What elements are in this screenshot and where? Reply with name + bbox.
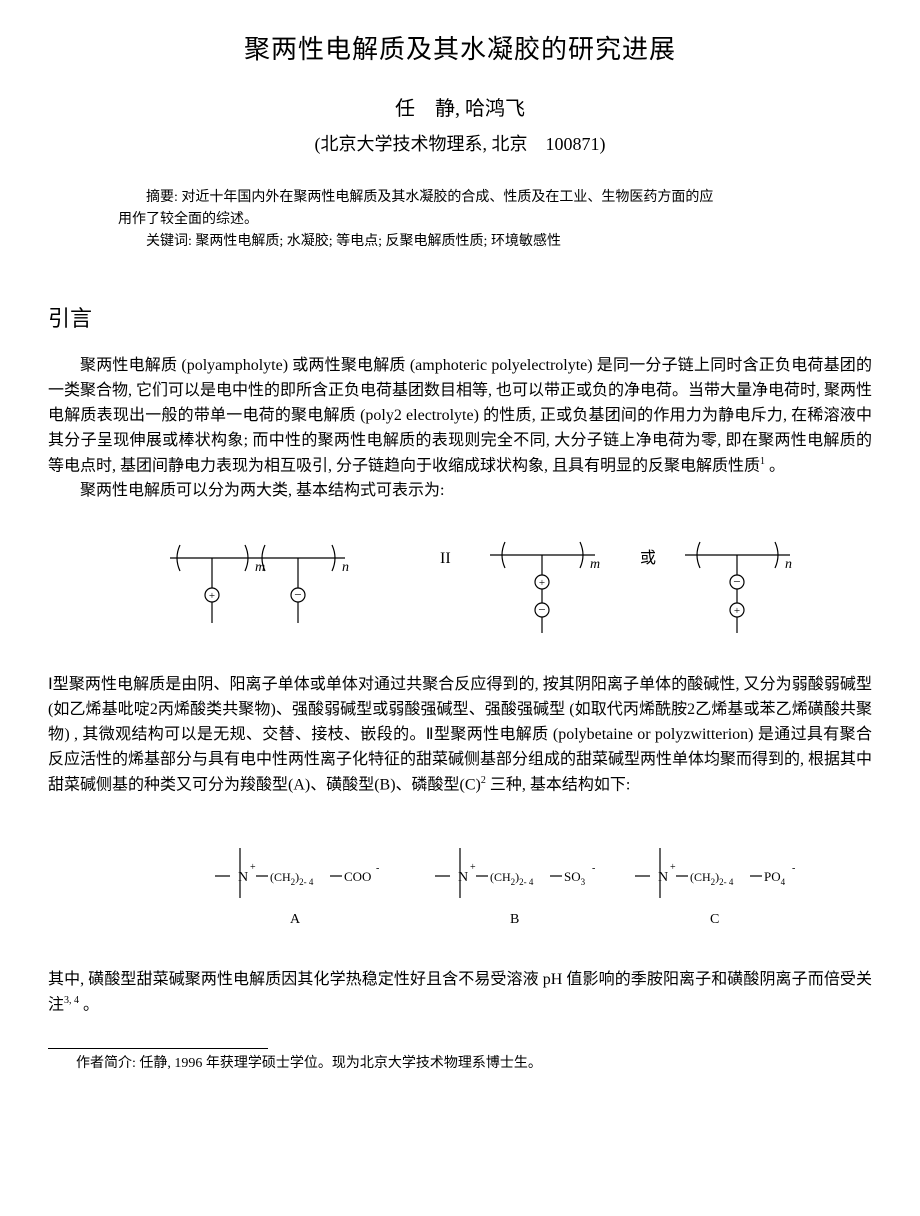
para3-text-a: Ⅰ型聚两性电解质是由阴、阳离子单体或单体对通过共聚合反应得到的, 按其阴阳离子单… [48,676,872,793]
group-b: SO [564,869,581,884]
n-label-b: N [458,870,468,885]
svg-text:+: + [734,605,740,617]
para1-text-b: 。 [765,457,785,474]
svg-text:−: − [538,602,545,617]
paragraph-4: 其中, 磺酸型甜菜碱聚两性电解质因其化学热稳定性好且含不易受溶液 pH 值影响的… [48,968,872,1018]
sub-m: m [255,560,265,575]
minus-b: - [592,863,595,874]
plus-a: + [250,862,256,873]
label-c: C [710,912,719,927]
group-b-sub: 3 [581,877,586,887]
svg-text:(CH2)2- 4: (CH2)2- 4 [270,870,314,887]
affiliation: (北京大学技术物理系, 北京 100871) [48,131,872,159]
page-title: 聚两性电解质及其水凝胶的研究进展 [48,30,872,70]
plus-c: + [670,862,676,873]
para4-sup: 3, 4 [64,995,79,1006]
label-b: B [510,912,519,927]
para3-text-b: 三种, 基本结构如下: [486,776,630,793]
ch-b-range: 2- 4 [519,877,534,887]
abstract-label: 摘要: [146,190,181,205]
keywords-text: 聚两性电解质; 水凝胶; 等电点; 反聚电解质性质; 环境敏感性 [195,234,561,249]
footnote-separator [48,1048,268,1049]
para1-text-a: 聚两性电解质 (polyampholyte) 或两性聚电解质 (amphoter… [48,357,872,474]
sub-m-2: m [590,557,600,572]
section-heading-intro: 引言 [48,302,872,336]
abstract-text-2: 用作了较全面的综述。 [118,209,802,231]
sub-n-2: n [785,557,792,572]
diagram-type-i-ii: + − m n II + − m 或 [48,533,872,643]
svg-text:(CH2)2- 4: (CH2)2- 4 [690,870,734,887]
ch-a-range: 2- 4 [299,877,314,887]
authors: 任 静, 哈鸿飞 [48,94,872,125]
svg-text:+: + [209,590,215,602]
paragraph-1: 聚两性电解质 (polyampholyte) 或两性聚电解质 (amphoter… [48,354,872,478]
sub-n: n [342,560,349,575]
minus-c: - [792,863,795,874]
ch-b: (CH [490,870,511,884]
abstract-block: 摘要: 对近十年国内外在聚两性电解质及其水凝胶的合成、性质及在工业、生物医药方面… [118,187,802,252]
plus-b: + [470,862,476,873]
footnote: 作者简介: 任静, 1996 年获理学硕士学位。现为北京大学技术物理系博士生。 [48,1053,872,1075]
minus-a: - [376,863,379,874]
ch-c-range: 2- 4 [719,877,734,887]
svg-text:SO3: SO3 [564,869,586,887]
svg-text:−: − [733,574,740,589]
label-ii: II [440,550,451,567]
diagram-betaine-types: N + (CH2)2- 4 COO - A N + (CH2)2- 4 SO3 … [48,828,872,938]
ch-a: (CH [270,870,291,884]
group-c: PO [764,869,781,884]
ch-c: (CH [690,870,711,884]
group-a: COO [344,869,371,884]
para4-text-b: 。 [79,996,99,1013]
paragraph-2: 聚两性电解质可以分为两大类, 基本结构式可表示为: [48,479,872,504]
n-label-a: N [238,870,248,885]
paragraph-3: Ⅰ型聚两性电解质是由阴、阳离子单体或单体对通过共聚合反应得到的, 按其阴阳离子单… [48,673,872,797]
group-c-sub: 4 [781,877,786,887]
label-or: 或 [640,549,656,567]
n-label-c: N [658,870,668,885]
svg-text:PO4: PO4 [764,869,786,887]
svg-text:(CH2)2- 4: (CH2)2- 4 [490,870,534,887]
abstract-text-1: 对近十年国内外在聚两性电解质及其水凝胶的合成、性质及在工业、生物医药方面的应 [181,190,713,205]
para4-text-a: 其中, 磺酸型甜菜碱聚两性电解质因其化学热稳定性好且含不易受溶液 pH 值影响的… [48,971,872,1013]
keywords-label: 关键词: [146,234,195,249]
label-a: A [290,912,301,927]
svg-text:+: + [539,577,545,589]
svg-text:−: − [294,587,301,602]
